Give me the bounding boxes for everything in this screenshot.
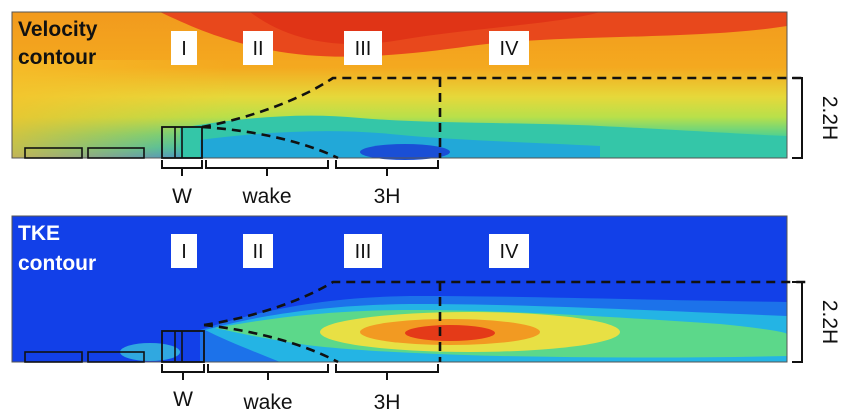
velocity-panel-border <box>11 11 788 159</box>
velocity-wake-label: wake <box>241 185 291 208</box>
tke-title-line2: contour <box>18 252 96 275</box>
velocity-wake-bracket <box>205 160 329 169</box>
velocity-region-label-ii: II <box>252 38 263 60</box>
tke-region-iv: IV <box>489 234 529 268</box>
velocity-region-iii: III <box>344 31 382 65</box>
velocity-title-line2: contour <box>18 46 96 69</box>
tke-upstream-block-2 <box>87 351 145 363</box>
velocity-region-label-i: I <box>181 38 187 60</box>
tke-height-label: 2.2H <box>818 300 841 344</box>
tke-region-i: I <box>171 234 197 268</box>
tke-region-label-iv: IV <box>500 241 520 263</box>
velocity-title-line1: Velocity <box>18 18 98 41</box>
tke-test-block <box>161 330 205 363</box>
velocity-upstream-block-2 <box>87 147 145 159</box>
velocity-high-core <box>250 12 600 45</box>
tke-region-iii: III <box>344 234 382 268</box>
velocity-width-bracket <box>161 160 203 169</box>
tke-upper-boundary <box>203 280 806 327</box>
velocity-upper-boundary <box>201 76 806 129</box>
tke-length-label: 3H <box>374 391 401 413</box>
velocity-panel: Velocity contour I II III IV 2. <box>11 11 841 160</box>
tke-wake-bracket <box>207 364 329 373</box>
tke-block-shear <box>120 343 180 361</box>
tke-panel: TKE contour I II III IV 2.2H <box>11 215 841 364</box>
velocity-low-spot <box>360 144 450 160</box>
velocity-length-bracket <box>335 160 439 169</box>
tke-dimension-brackets: W wake 3H <box>161 364 439 413</box>
velocity-upstream-block-1 <box>24 147 83 159</box>
tke-panel-border <box>11 215 788 363</box>
velocity-region-i: I <box>171 31 197 65</box>
velocity-height-bracket <box>792 77 803 159</box>
tke-wake-label: wake <box>242 391 292 413</box>
velocity-height-label: 2.2H <box>818 96 841 140</box>
velocity-region-iv: IV <box>489 31 529 65</box>
velocity-region-ii: II <box>243 31 273 65</box>
tke-width-bracket <box>161 364 205 373</box>
velocity-region-label-iii: III <box>355 38 372 60</box>
tke-lower-boundary <box>203 323 339 364</box>
tke-region-label-ii: II <box>252 241 263 263</box>
velocity-region-label-iv: IV <box>500 38 520 60</box>
tke-height-bracket <box>792 281 803 363</box>
tke-region-label-i: I <box>181 241 187 263</box>
velocity-width-label: W <box>172 185 192 208</box>
velocity-dimension-brackets: W wake 3H <box>161 160 439 208</box>
tke-width-label: W <box>173 388 193 411</box>
velocity-lower-boundary <box>201 125 339 160</box>
tke-length-bracket <box>335 364 439 373</box>
velocity-length-label: 3H <box>374 185 401 208</box>
tke-plume-red <box>405 325 495 341</box>
tke-upstream-block-1 <box>24 351 83 363</box>
tke-title-line1: TKE <box>18 222 60 245</box>
tke-region-label-iii: III <box>355 241 372 263</box>
tke-region-ii: II <box>243 234 273 268</box>
